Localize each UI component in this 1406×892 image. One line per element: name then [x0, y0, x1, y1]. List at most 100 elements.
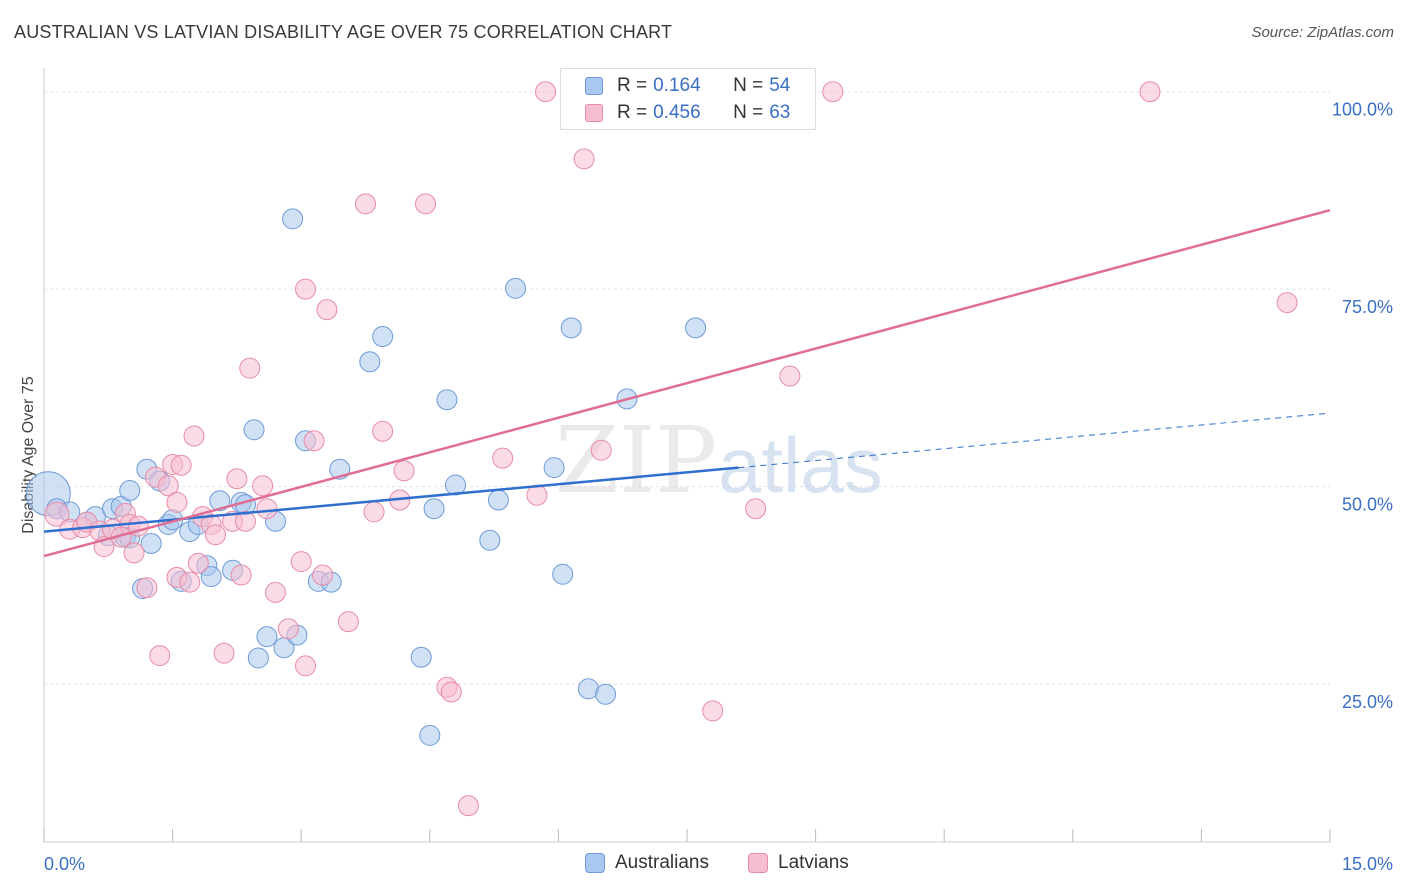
point-latvians [393, 460, 415, 482]
x-tick-label: 0.0% [44, 854, 85, 874]
point-latvians [213, 642, 235, 664]
point-australians [685, 317, 707, 339]
point-latvians [170, 454, 192, 476]
point-latvians [372, 420, 394, 442]
point-latvians [1276, 292, 1298, 314]
legend-r-value: 0.164 [653, 75, 701, 96]
point-latvians [183, 425, 205, 447]
point-latvians [149, 645, 171, 667]
point-australians [209, 490, 231, 512]
point-latvians [234, 510, 256, 532]
legend-row-latvians: R = 0.456 N = 63 [585, 100, 790, 126]
point-latvians [440, 681, 462, 703]
point-latvians [535, 81, 557, 103]
series-legend-australians: Australians [585, 850, 709, 876]
chart-title: AUSTRALIAN VS LATVIAN DISABILITY AGE OVE… [14, 22, 673, 42]
point-australians [445, 474, 467, 496]
trend-line-australians [43, 466, 739, 533]
point-latvians [745, 498, 767, 520]
legend-n-value: 63 [769, 102, 791, 123]
point-australians [505, 277, 527, 299]
point-latvians [230, 564, 252, 586]
legend-swatch-latvians [585, 104, 603, 122]
point-latvians [166, 491, 188, 513]
point-latvians [492, 447, 514, 469]
point-latvians [363, 501, 385, 523]
y-tick-label: 50.0% [1342, 495, 1393, 515]
gridlines [44, 91, 1330, 685]
legend-row-australians: R = 0.164 N = 54 [585, 73, 790, 99]
x-tick-labels: 0.0% 15.0% [44, 854, 1393, 874]
point-latvians [226, 468, 248, 490]
point-australians [560, 317, 582, 339]
point-latvians [294, 655, 316, 677]
legend-n-label: N = [733, 75, 764, 96]
legend-r-label: R = [617, 102, 648, 123]
point-australians [423, 498, 445, 520]
watermark-atlas: atlas [718, 421, 883, 509]
point-latvians [457, 795, 479, 817]
point-latvians [204, 524, 226, 546]
point-australians [243, 419, 265, 441]
y-tick-label: 75.0% [1342, 297, 1393, 317]
point-australians [419, 724, 441, 746]
point-latvians [294, 278, 316, 300]
point-latvians [415, 193, 437, 215]
point-latvians [590, 439, 612, 461]
point-latvians [157, 475, 179, 497]
point-latvians [277, 618, 299, 640]
point-australians [256, 626, 278, 648]
point-australians [552, 563, 574, 585]
point-latvians [264, 581, 286, 603]
y-tick-label: 25.0% [1342, 692, 1393, 712]
trend-line-latvians [43, 208, 1331, 558]
point-australians [543, 457, 565, 479]
point-australians [359, 351, 381, 373]
point-latvians [779, 365, 801, 387]
point-latvians [239, 357, 261, 379]
point-latvians [355, 193, 376, 215]
point-latvians [526, 484, 548, 506]
legend-n-value: 54 [769, 75, 791, 96]
point-australians [140, 532, 162, 554]
legend-label-latvians: Latvians [778, 852, 849, 873]
x-ticks [43, 829, 1331, 842]
point-latvians [252, 475, 274, 497]
trend-line-dashed-australians [738, 412, 1331, 469]
watermark: ZIP atlas [555, 407, 883, 514]
chart-source: Source: ZipAtlas.com [1251, 24, 1394, 41]
point-latvians [290, 551, 312, 573]
legend-r-label: R = [617, 75, 648, 96]
point-australians [436, 389, 458, 411]
point-australians [595, 683, 617, 705]
point-latvians [303, 430, 325, 452]
point-latvians [256, 498, 278, 520]
point-australians [372, 326, 394, 348]
point-australians [487, 489, 509, 511]
point-australians [282, 208, 304, 230]
point-latvians [702, 700, 724, 722]
correlation-legend: R = 0.164 N = 54 R = 0.456 N = 63 [560, 68, 816, 130]
watermark-zip: ZIP [555, 407, 717, 514]
x-tick-label: 15.0% [1342, 854, 1393, 874]
point-latvians [573, 148, 595, 170]
trend-lines [43, 208, 1331, 558]
legend-swatch-australians [585, 853, 605, 873]
point-latvians [179, 571, 201, 593]
point-australians [200, 566, 222, 588]
y-tick-labels: 25.0% 50.0% 75.0% 100.0% [1332, 100, 1393, 712]
point-latvians [822, 81, 844, 103]
point-australians [410, 646, 432, 668]
legend-swatch-latvians [748, 853, 768, 873]
point-latvians [44, 501, 70, 527]
point-latvians [312, 564, 334, 586]
point-australians [247, 647, 269, 669]
legend-swatch-australians [585, 77, 603, 95]
legend-label-australians: Australians [615, 852, 709, 873]
point-latvians [187, 552, 209, 574]
point-australians [119, 480, 141, 502]
legend-r-value: 0.456 [653, 102, 701, 123]
point-australians [479, 529, 501, 551]
point-latvians [1139, 81, 1161, 103]
